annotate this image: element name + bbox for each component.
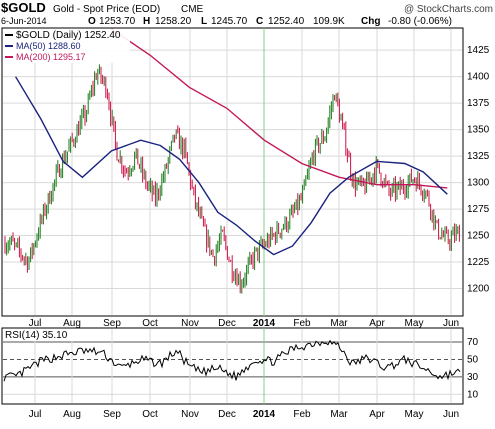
x-tick-label: Oct — [142, 318, 158, 329]
rsi-legend: RSI(14) 35.10 — [5, 330, 68, 341]
rsi-y-tick: 70 — [467, 337, 479, 348]
x-tick-label: 2014 — [253, 409, 276, 420]
high-value: 1258.20 — [155, 16, 192, 27]
rsi-x-axis: Jul Aug Sep Oct Nov Dec 2014 Feb Mar Apr May Jun — [29, 409, 459, 420]
low-label: L — [201, 16, 207, 27]
x-tick-label: Feb — [293, 318, 311, 329]
price-candles — [4, 64, 460, 294]
x-tick-label: Sep — [103, 409, 121, 420]
rsi-y-tick: 10 — [467, 389, 479, 400]
open-label: O — [88, 16, 96, 27]
price-y-tick: 1250 — [467, 231, 490, 242]
price-y-tick: 1375 — [467, 98, 490, 109]
price-y-tick: 1275 — [467, 204, 490, 215]
legend-price-swatch — [5, 34, 13, 36]
rsi-y-tick: 50 — [467, 354, 479, 365]
ma50-line — [14, 76, 448, 256]
price-x-axis: Jul Aug Sep Oct Nov Dec 2014 Feb Mar Apr May Jun — [29, 318, 459, 329]
price-y-tick: 1200 — [467, 284, 490, 295]
x-tick-label: Nov — [181, 318, 199, 329]
x-tick-label: Jun — [443, 409, 459, 420]
close-label: C — [256, 16, 263, 27]
legend-ma200-swatch — [5, 56, 13, 58]
x-tick-label: May — [405, 318, 424, 329]
x-tick-label: Apr — [369, 409, 385, 420]
legend-ma50: MA(50) 1288.60 — [16, 41, 81, 51]
legend-ma50-swatch — [5, 45, 13, 47]
ma200-line — [111, 28, 448, 189]
watermark: @ StockCharts.com — [404, 4, 493, 15]
x-tick-label: Aug — [63, 318, 81, 329]
x-tick-label: Jul — [29, 318, 42, 329]
exchange: CME — [181, 4, 204, 15]
chg-label: Chg — [361, 16, 380, 27]
legend-box — [3, 29, 130, 63]
x-tick-label: Feb — [293, 409, 311, 420]
volume-value: 109.9K — [313, 16, 345, 27]
x-tick-label: May — [405, 409, 424, 420]
price-y-tick: 1425 — [467, 45, 490, 56]
x-tick-label: Oct — [142, 409, 158, 420]
symbol: $GOLD — [1, 0, 46, 15]
x-tick-label: Jul — [29, 409, 42, 420]
x-tick-label: Aug — [63, 409, 81, 420]
rsi-y-axis: 10 30 50 70 — [467, 337, 479, 400]
legend-ma200: MA(200) 1295.17 — [16, 52, 86, 62]
instrument-name: Gold - Spot Price (EOD) — [53, 4, 160, 15]
quote-date: 6-Jun-2014 — [1, 16, 47, 26]
low-value: 1245.70 — [211, 16, 248, 27]
open-value: 1253.70 — [99, 16, 136, 27]
price-y-tick: 1225 — [467, 257, 490, 268]
price-y-axis: 1200 1225 1250 1275 1300 1325 1350 1375 1400 1425 — [467, 45, 490, 294]
rsi-legend-box — [3, 329, 83, 341]
close-value: 1252.40 — [268, 16, 305, 27]
x-tick-label: Nov — [181, 409, 199, 420]
x-tick-label: Mar — [330, 409, 348, 420]
chg-value: -0.80 (-0.06%) — [388, 16, 452, 27]
x-tick-label: 2014 — [253, 318, 276, 329]
x-tick-label: Mar — [330, 318, 348, 329]
high-label: H — [143, 16, 150, 27]
rsi-y-tick: 30 — [467, 372, 479, 383]
x-tick-label: Dec — [218, 318, 236, 329]
price-y-tick: 1300 — [467, 178, 490, 189]
legend-price: $GOLD (Daily) 1252.40 — [16, 30, 121, 41]
x-tick-label: Apr — [369, 318, 385, 329]
x-tick-label: Dec — [218, 409, 236, 420]
price-y-tick: 1350 — [467, 125, 490, 136]
price-y-tick: 1400 — [467, 72, 490, 83]
rsi-line — [3, 339, 461, 382]
price-y-tick: 1325 — [467, 151, 490, 162]
x-tick-label: Jun — [443, 318, 459, 329]
x-tick-label: Sep — [103, 318, 121, 329]
